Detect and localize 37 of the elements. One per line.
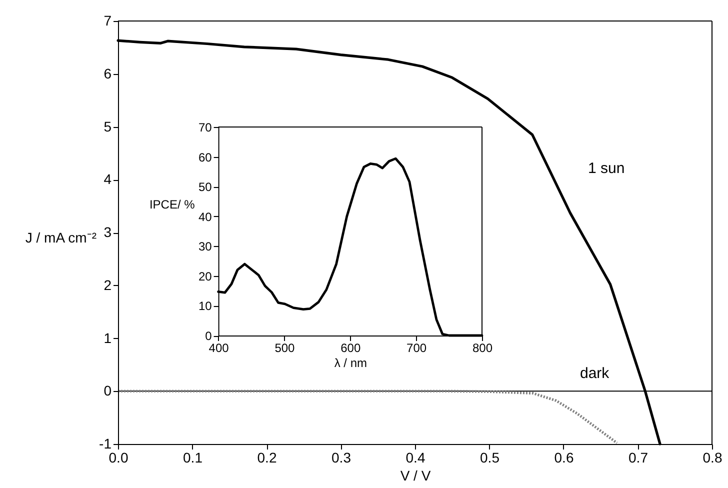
y-tick-label: 6: [104, 65, 112, 82]
x-tick-label: 0.0: [108, 450, 128, 466]
series-label: dark: [580, 365, 610, 382]
y-tick-label: 60: [198, 150, 212, 164]
y-tick-label: 7: [104, 12, 112, 28]
x-tick-label: 400: [208, 341, 230, 355]
x-tick-label: 0.2: [257, 450, 277, 466]
y-axis-title: J / mA cm⁻²: [25, 230, 97, 246]
y-axis-title: IPCE/ %: [149, 198, 196, 212]
y-tick-label: 3: [104, 224, 112, 240]
x-tick-label: 0.5: [480, 450, 500, 466]
x-tick-label: 0.8: [702, 450, 722, 466]
y-tick-label: 1: [104, 330, 112, 346]
y-tick-label: 20: [198, 269, 212, 284]
y-tick-label: 2: [104, 276, 112, 293]
x-tick-label: 800: [472, 341, 493, 355]
y-tick-label: 70: [198, 120, 212, 134]
y-tick-label: 5: [104, 118, 112, 134]
y-tick-label: 10: [198, 299, 212, 314]
x-axis-title: λ / nm: [334, 356, 367, 370]
x-tick-label: 0.7: [628, 450, 648, 466]
x-tick-label: 500: [274, 341, 296, 355]
x-tick-label: 0.4: [406, 450, 426, 466]
y-tick-label: 0: [104, 382, 112, 399]
x-tick-label: 0.3: [332, 450, 352, 466]
y-tick-label: -1: [99, 436, 112, 452]
y-tick-label: 0: [205, 329, 212, 343]
y-tick-label: 40: [198, 210, 212, 224]
x-tick-label: 600: [340, 341, 361, 355]
x-tick-label: 700: [406, 341, 427, 355]
x-tick-label: 0.1: [183, 450, 203, 466]
x-tick-label: 0.6: [554, 450, 574, 466]
y-tick-label: 50: [198, 180, 212, 194]
text: 1 sun: [588, 160, 625, 177]
y-tick-label: 4: [104, 171, 112, 188]
x-axis-title: V / V: [400, 468, 432, 484]
y-tick-label: 30: [198, 240, 212, 254]
